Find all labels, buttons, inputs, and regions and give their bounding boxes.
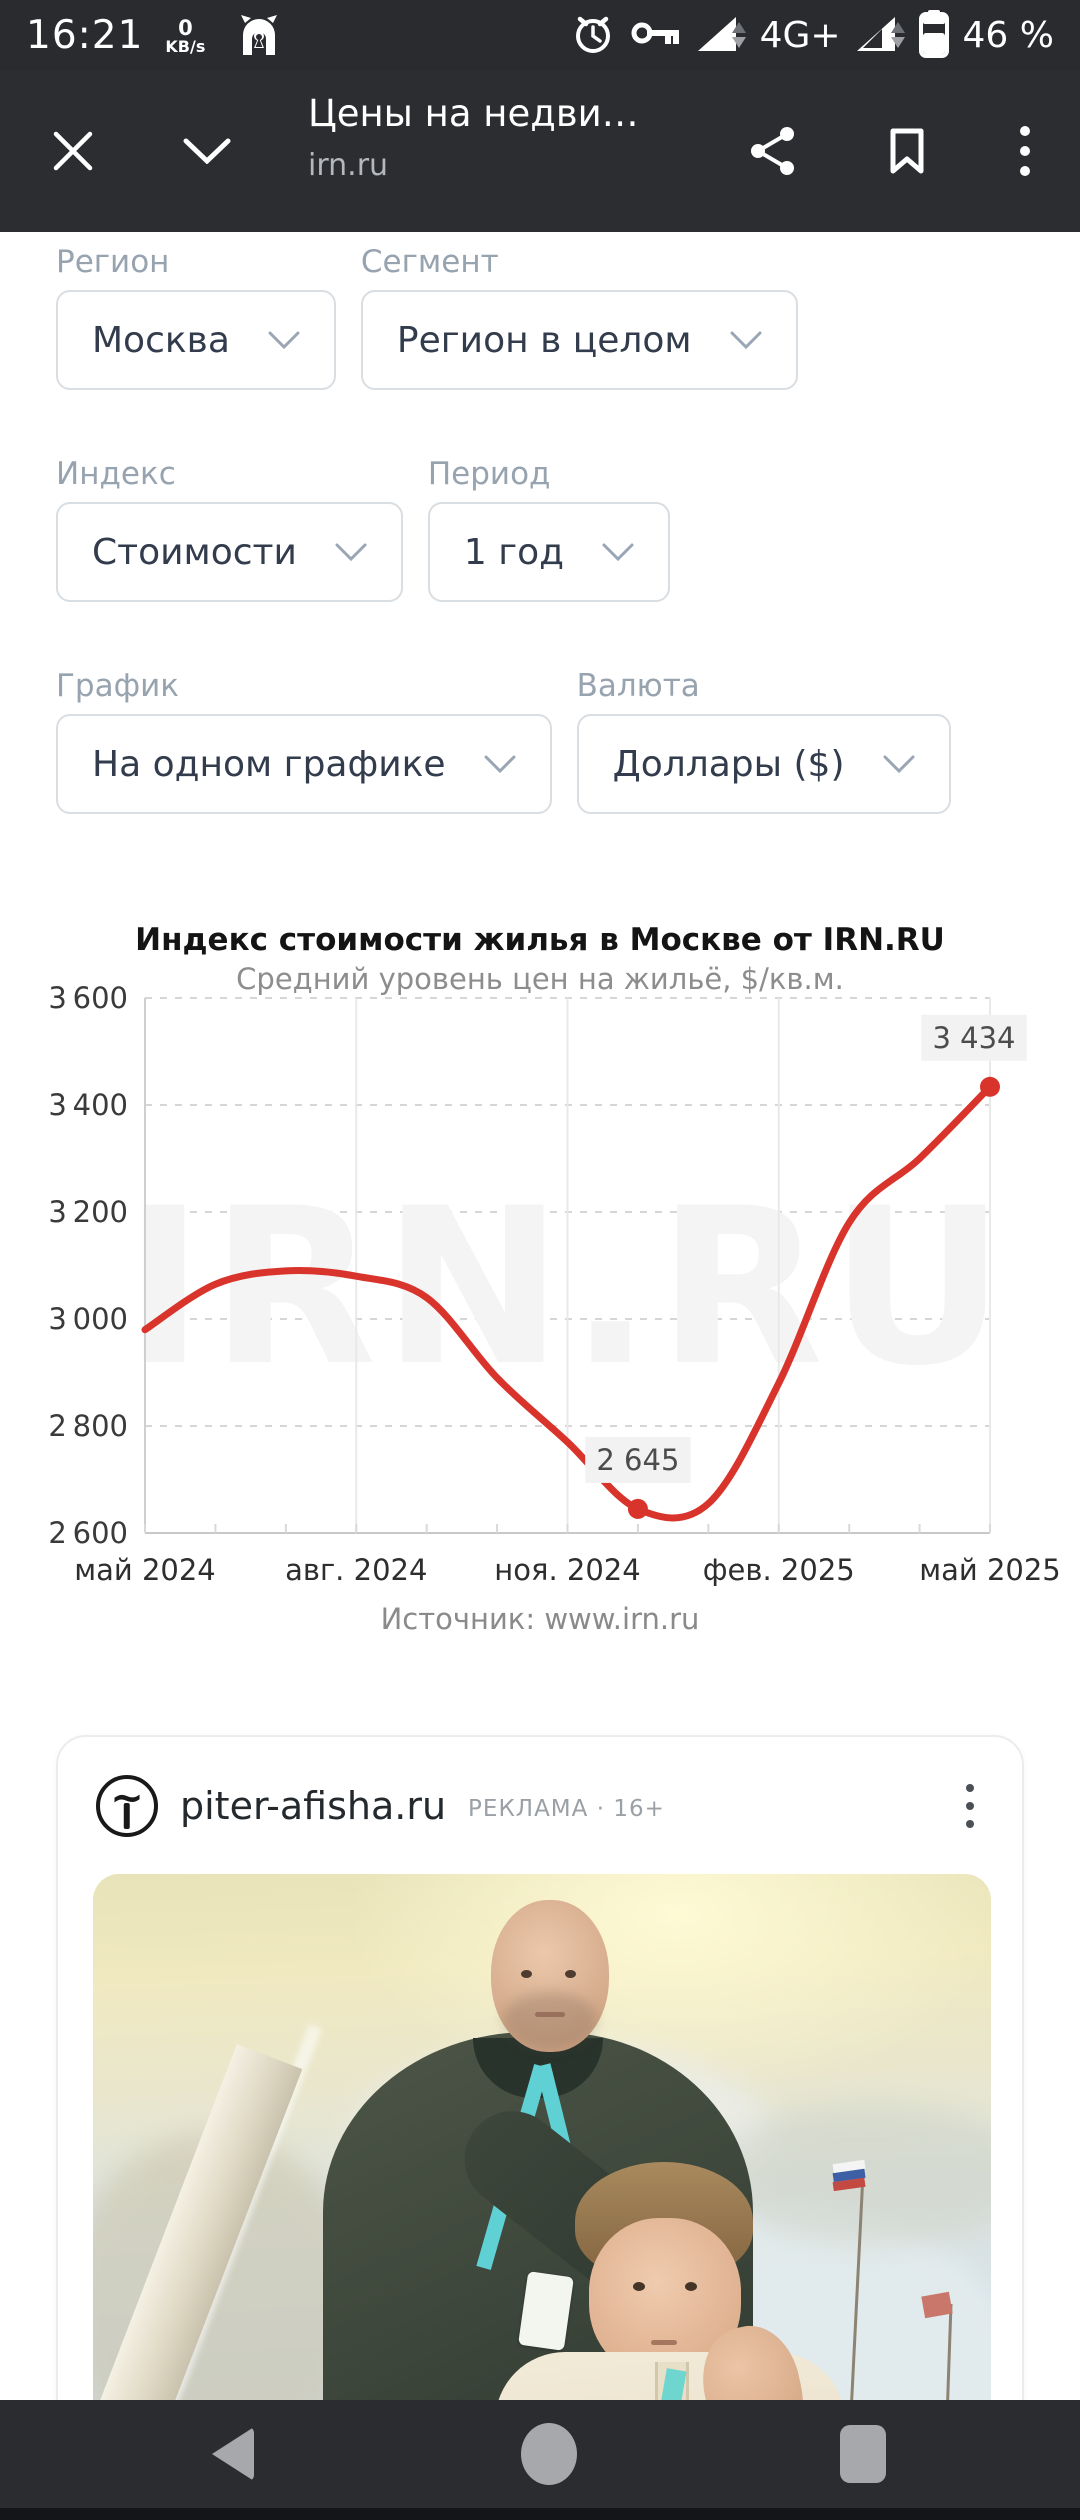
- svg-text:2 645: 2 645: [596, 1443, 679, 1477]
- menu-kebab-icon[interactable]: [995, 70, 1055, 232]
- chevron-down-icon: [883, 755, 915, 773]
- data-arrows-2-icon: [890, 22, 905, 48]
- back-button[interactable]: [173, 2400, 293, 2508]
- share-icon[interactable]: [738, 70, 808, 232]
- field-region: Регион Москва: [56, 244, 336, 390]
- man-head: [491, 1900, 609, 2052]
- currency-select[interactable]: Доллары ($): [576, 714, 951, 814]
- signal-1-icon: [696, 17, 746, 53]
- svg-text:3 400: 3 400: [48, 1088, 128, 1122]
- field-index: Индекс Стоимости: [56, 456, 403, 602]
- svg-text:май 2025: май 2025: [919, 1553, 1061, 1587]
- field-segment: Сегмент Регион в целом: [360, 244, 798, 390]
- close-icon[interactable]: [42, 70, 104, 232]
- svg-text:ноя. 2024: ноя. 2024: [494, 1553, 640, 1587]
- back-icon: [212, 2427, 254, 2481]
- svg-text:2 800: 2 800: [48, 1409, 128, 1443]
- field-currency-label: Валюта: [576, 668, 700, 704]
- signal-2-icon: [855, 17, 905, 53]
- clock-text: 16:21: [26, 12, 144, 58]
- svg-text:2 600: 2 600: [48, 1516, 128, 1550]
- vpn-key-icon: [630, 13, 682, 57]
- segment-select[interactable]: Регион в целом: [360, 290, 798, 390]
- svg-text:IRN.RU: IRN.RU: [124, 1162, 1011, 1413]
- status-bar: 16:21 0 KB/s: [0, 0, 1080, 70]
- index-select[interactable]: Стоимости: [56, 502, 403, 602]
- field-currency: Валюта Доллары ($): [576, 668, 951, 814]
- traffic-value: 0: [178, 15, 193, 40]
- advertiser-logo-icon: ~: [96, 1774, 158, 1837]
- bookmark-icon[interactable]: [872, 70, 942, 232]
- home-button[interactable]: [489, 2400, 609, 2508]
- svg-text:май 2024: май 2024: [74, 1553, 216, 1587]
- page-title: Цены на недви…: [308, 92, 639, 135]
- battery-percent-label: 46 %: [962, 14, 1054, 56]
- ad-header: ~ piter-afisha.ru РЕКЛАМА · 16+: [58, 1737, 1022, 1874]
- android-nav-bar: [0, 2400, 1080, 2520]
- region-select[interactable]: Москва: [56, 290, 336, 390]
- price-chart-svg: IRN.RU 2 600 2 800 3 000 3 200 3 400 3 600 май …: [48, 981, 1061, 1587]
- traffic-unit: KB/s: [165, 36, 206, 56]
- data-arrows-icon: [731, 22, 746, 48]
- svg-text:фев. 2025: фев. 2025: [703, 1553, 855, 1587]
- chevron-down-icon: [268, 331, 300, 349]
- field-region-label: Регион: [56, 244, 170, 280]
- battery-icon: [918, 8, 949, 62]
- traffic-counter: 0 KB/s: [165, 15, 206, 56]
- svg-text:авг. 2024: авг. 2024: [285, 1553, 427, 1587]
- chart-source: Источник: www.irn.ru: [380, 1602, 700, 1636]
- collapse-chevron-icon[interactable]: [172, 70, 242, 232]
- chevron-down-icon: [484, 755, 516, 773]
- alarm-icon: [570, 10, 616, 60]
- field-segment-label: Сегмент: [360, 244, 499, 280]
- svg-text:3 600: 3 600: [48, 981, 128, 1015]
- svg-text:3 000: 3 000: [48, 1302, 128, 1336]
- ad-label-badge: РЕКЛАМА · 16+: [468, 1795, 665, 1822]
- recents-icon: [840, 2425, 886, 2483]
- field-graph: График На одном графике: [56, 668, 552, 814]
- chevron-down-icon: [730, 331, 762, 349]
- svg-text:3 200: 3 200: [48, 1195, 128, 1229]
- browser-header: Цены на недви… irn.ru: [0, 70, 1080, 232]
- field-period: Период 1 год: [427, 456, 671, 602]
- vpn-mask-icon: [233, 9, 285, 61]
- field-index-label: Индекс: [56, 456, 176, 492]
- field-graph-label: График: [56, 668, 179, 704]
- graph-select[interactable]: На одном графике: [56, 714, 552, 814]
- home-icon: [521, 2423, 577, 2485]
- page-url: irn.ru: [308, 148, 389, 183]
- chevron-down-icon: [335, 543, 367, 561]
- chevron-down-icon: [602, 543, 634, 561]
- network-type-label: 4G+: [759, 14, 841, 56]
- ad-menu-kebab-icon[interactable]: [956, 1774, 984, 1838]
- field-period-label: Период: [427, 456, 551, 492]
- chart-subtitle: Средний уровень цен на жильё, $/кв.м.: [236, 962, 844, 996]
- svg-text:3 434: 3 434: [932, 1021, 1015, 1055]
- chart-title: Индекс стоимости жилья в Москве от IRN.R…: [135, 922, 945, 958]
- gesture-strip: [0, 2508, 1080, 2520]
- period-select[interactable]: 1 год: [427, 502, 671, 602]
- advertiser-name[interactable]: piter-afisha.ru: [180, 1783, 447, 1828]
- recents-button[interactable]: [803, 2400, 923, 2508]
